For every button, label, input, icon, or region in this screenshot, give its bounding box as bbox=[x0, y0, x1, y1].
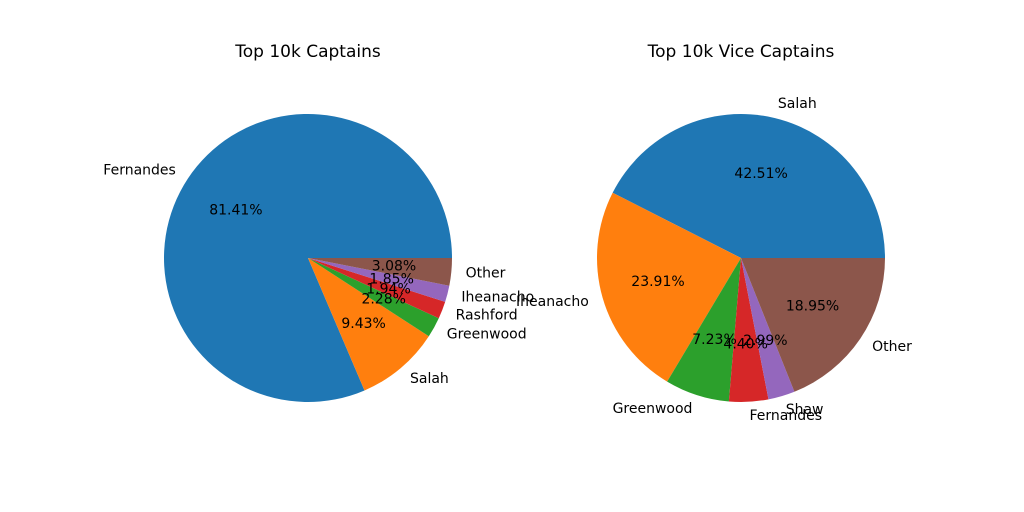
pie-slice-greenwood bbox=[308, 258, 439, 337]
pie-slice-fernandes bbox=[728, 258, 769, 403]
pie-slice-rashford bbox=[308, 258, 446, 319]
slice-percent-salah: 9.43% bbox=[341, 316, 385, 332]
pie-slice-greenwood bbox=[667, 258, 741, 402]
vice-captains-pie-chart: Top 10k Vice Captains Salah 42.51% Iheanac… bbox=[516, 42, 912, 424]
slice-label-other: Other bbox=[466, 265, 506, 281]
pie-slice-iheanacho bbox=[308, 258, 450, 302]
captains-pie-chart: Top 10k Captains Fernandes 81.41% Salah 9.4… bbox=[103, 42, 534, 403]
chart-title: Top 10k Captains bbox=[234, 42, 381, 62]
slice-label-rashford: Rashford bbox=[456, 307, 518, 323]
slice-percent-greenwood: 7.23% bbox=[692, 332, 736, 348]
slice-percent-fernandes: 4.40% bbox=[723, 336, 767, 352]
pie-slice-other bbox=[308, 258, 452, 286]
slice-label-shaw: Shaw bbox=[786, 402, 824, 418]
slice-label-iheanacho: Iheanacho bbox=[461, 289, 534, 305]
slice-percent-salah: 42.51% bbox=[734, 166, 787, 182]
slice-percent-other: 18.95% bbox=[786, 298, 839, 314]
slice-percent-iheanacho: 1.85% bbox=[369, 272, 413, 288]
slice-percent-other: 3.08% bbox=[372, 258, 416, 274]
pie-slice-salah bbox=[612, 114, 885, 259]
slice-label-salah: Salah bbox=[778, 96, 817, 112]
slice-label-iheanacho: Iheanacho bbox=[516, 294, 589, 310]
slice-percent-rashford: 1.94% bbox=[366, 281, 410, 297]
slice-label-fernandes: Fernandes bbox=[750, 408, 823, 424]
pie-slice-shaw bbox=[741, 258, 795, 400]
pie-slice-fernandes bbox=[164, 113, 453, 403]
slice-label-fernandes: Fernandes bbox=[103, 163, 176, 179]
slice-percent-iheanacho: 23.91% bbox=[631, 274, 684, 290]
pie-slice-salah bbox=[308, 258, 429, 391]
slice-label-greenwood: Greenwood bbox=[447, 326, 527, 342]
slice-percent-shaw: 2.99% bbox=[743, 333, 787, 349]
pie-slice-other bbox=[741, 258, 885, 392]
chart-title: Top 10k Vice Captains bbox=[647, 42, 835, 62]
pie-slice-iheanacho bbox=[597, 192, 741, 382]
slice-label-salah: Salah bbox=[410, 371, 449, 387]
slice-percent-fernandes: 81.41% bbox=[209, 202, 262, 218]
slice-label-other: Other bbox=[872, 339, 912, 355]
slice-label-greenwood: Greenwood bbox=[613, 401, 693, 417]
slice-percent-greenwood: 2.28% bbox=[361, 292, 405, 308]
